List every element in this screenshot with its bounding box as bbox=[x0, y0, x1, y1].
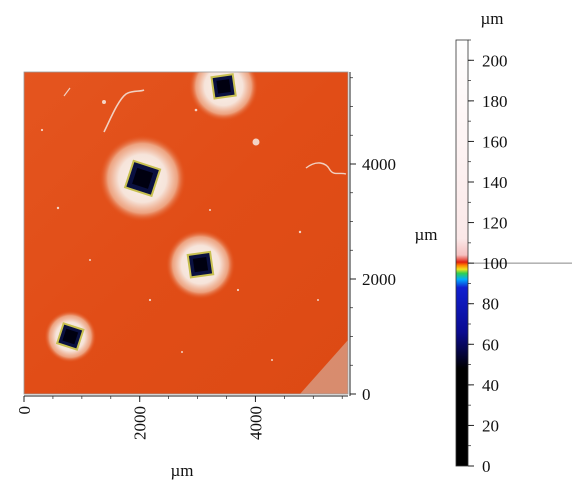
x-axis: 0 2000 4000 µm bbox=[15, 395, 348, 480]
dust-speck bbox=[89, 259, 91, 261]
indent-pit-2 bbox=[165, 229, 236, 300]
colorbar-tick-label: 80 bbox=[482, 295, 499, 314]
pit-core bbox=[62, 328, 79, 345]
fiber-debris bbox=[305, 162, 347, 175]
dust-speck bbox=[40, 128, 44, 132]
fiber-debris bbox=[103, 89, 145, 133]
surface-map bbox=[23, 71, 349, 395]
colorbar-unit-label: µm bbox=[480, 9, 503, 28]
colorbar-tick-label: 100 bbox=[482, 254, 508, 273]
indent-pit-3 bbox=[99, 134, 186, 222]
colorbar-tick-label: 60 bbox=[482, 335, 499, 354]
dust-speck bbox=[194, 108, 198, 112]
x-tick-label: 2000 bbox=[131, 406, 150, 440]
colorbar-tick-label: 200 bbox=[482, 51, 508, 70]
height-colorbar: µm µm 0 20 40 60 80 100 120 140 160 180 200 bbox=[414, 9, 572, 476]
y-tick-label: 4000 bbox=[362, 155, 396, 174]
x-axis-unit-label: µm bbox=[170, 461, 193, 480]
colorbar-tick-label: 120 bbox=[482, 214, 508, 233]
dust-speck bbox=[236, 288, 240, 292]
dust-speck bbox=[271, 359, 273, 361]
colorbar-tick-label: 160 bbox=[482, 132, 508, 151]
colorbar-frame bbox=[455, 39, 469, 467]
colorbar-tick-label: 180 bbox=[482, 92, 508, 111]
dust-particles bbox=[40, 87, 347, 361]
dust-speck bbox=[317, 299, 319, 301]
y-tick-label: 2000 bbox=[362, 270, 396, 289]
fiber-debris bbox=[63, 87, 71, 97]
dust-speck bbox=[298, 230, 302, 234]
colorbar-tick-label: 0 bbox=[482, 457, 491, 476]
pit-core bbox=[216, 79, 231, 94]
indent-pit-1 bbox=[44, 310, 97, 363]
corner-shading bbox=[300, 340, 348, 394]
dust-speck bbox=[252, 138, 260, 146]
indent-pits bbox=[44, 72, 259, 363]
colorbar-tick-label: 140 bbox=[482, 173, 508, 192]
y-axis: 0 2000 4000 bbox=[349, 72, 396, 404]
dust-speck bbox=[181, 351, 183, 353]
dust-speck bbox=[148, 298, 152, 302]
colorbar-tick-label: 40 bbox=[482, 376, 499, 395]
map-frame bbox=[23, 71, 349, 395]
colorbar-gradient bbox=[456, 40, 468, 466]
indent-pit-4 bbox=[188, 72, 259, 122]
x-tick-label: 4000 bbox=[246, 406, 265, 440]
dust-speck bbox=[209, 209, 211, 211]
pit-core bbox=[132, 167, 154, 189]
dust-speck bbox=[102, 100, 106, 104]
pit-core bbox=[192, 256, 209, 273]
side-unit-label: µm bbox=[414, 225, 437, 244]
y-tick-label: 0 bbox=[362, 385, 371, 404]
x-tick-label: 0 bbox=[15, 406, 34, 415]
colorbar-tick-label: 20 bbox=[482, 416, 499, 435]
dust-speck bbox=[56, 206, 60, 210]
